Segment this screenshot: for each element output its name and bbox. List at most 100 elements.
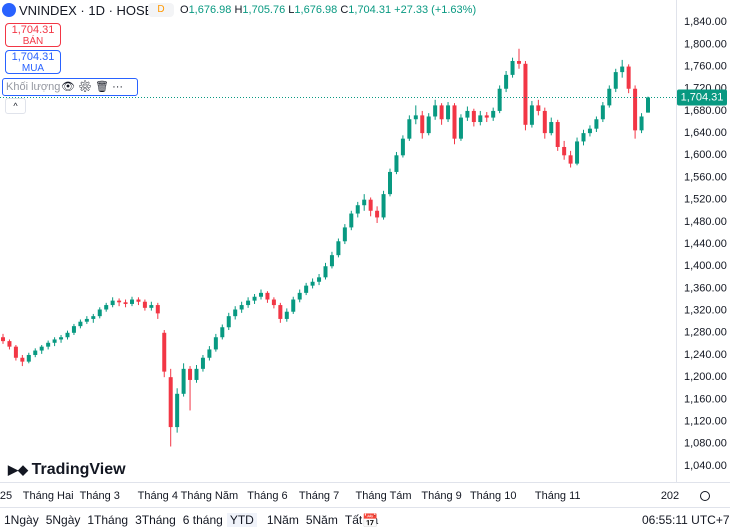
candle-body xyxy=(13,346,18,358)
candle-body xyxy=(181,368,186,394)
candle-body xyxy=(52,339,57,343)
plot xyxy=(0,48,676,447)
candle-body xyxy=(33,350,38,355)
logo: ▶◆ TradingView xyxy=(8,461,126,479)
candle-body xyxy=(65,332,70,338)
candle-body xyxy=(549,122,554,134)
value: 1,676.98 xyxy=(188,4,232,16)
icons[interactable]: 👁 ⚙ 🗑 ··· xyxy=(61,81,124,93)
range-button[interactable]: 5Ngày xyxy=(45,513,81,527)
y-tick-label: 1,080.00 xyxy=(684,438,727,450)
range-button[interactable]: Tất cả xyxy=(344,513,379,527)
candle-body xyxy=(375,210,380,218)
candle-body xyxy=(491,110,496,118)
y-tick-label: 1,160.00 xyxy=(684,393,727,405)
candle-body xyxy=(381,194,386,218)
candle-body xyxy=(562,146,567,156)
candle-body xyxy=(594,119,599,129)
candle-body xyxy=(97,309,102,317)
range-button[interactable]: 3Tháng xyxy=(135,513,176,527)
candle-body xyxy=(39,346,44,351)
range-button[interactable]: 1Tháng xyxy=(87,513,129,527)
candle-body xyxy=(646,97,650,113)
settings-icon[interactable] xyxy=(700,491,710,501)
buy-price: 1,704.31 xyxy=(11,51,55,63)
candle-body xyxy=(252,296,257,301)
candle-body xyxy=(110,300,115,306)
candle-body xyxy=(626,66,631,89)
y-tick-label: 1,760.00 xyxy=(684,60,727,72)
volume-legend[interactable]: Khối lượng 👁 ⚙ 🗑 ··· xyxy=(2,78,138,96)
y-tick-label: 1,680.00 xyxy=(684,105,727,117)
y-tick-label: 1,400.00 xyxy=(684,260,727,272)
collapse-button[interactable]: ^ xyxy=(5,98,26,114)
candle-body xyxy=(304,285,309,293)
candle-body xyxy=(600,105,605,120)
y-tick-label: 1,800.00 xyxy=(684,38,727,50)
range-button[interactable]: 6 tháng xyxy=(182,513,223,527)
candle-body xyxy=(458,117,463,139)
candle-body xyxy=(226,316,231,328)
value: 1,704.31 xyxy=(348,4,392,16)
y-tick-label: 1,120.00 xyxy=(684,415,727,427)
candle-body xyxy=(613,72,618,89)
candle-body xyxy=(355,205,360,214)
y-tick-label: 1,480.00 xyxy=(684,216,727,228)
x-tick-label: Tháng 9 xyxy=(421,490,461,502)
candle-body xyxy=(439,105,444,120)
candle-body xyxy=(639,116,644,131)
y-tick-label: 1,240.00 xyxy=(684,349,727,361)
candle-body xyxy=(136,299,141,302)
candle-body xyxy=(529,105,534,125)
candle-body xyxy=(207,349,212,358)
x-tick-label: Tháng 4 xyxy=(138,490,178,502)
buy-button[interactable]: 1,704.31 MUA xyxy=(5,50,61,74)
candle-body xyxy=(504,74,509,89)
candle-body xyxy=(239,305,244,310)
candle-body xyxy=(317,277,322,282)
range-button[interactable]: 1Năm xyxy=(266,513,299,527)
candle-body xyxy=(194,368,199,380)
date-range-icon[interactable]: 📅 xyxy=(362,513,379,528)
clock: 06:55:11 UTC+7 xyxy=(642,513,730,527)
volume-label: Khối lượng xyxy=(6,81,61,93)
candle-body xyxy=(162,332,167,372)
candle-body xyxy=(517,61,521,64)
candle-body xyxy=(188,368,193,380)
candle-body xyxy=(620,66,625,73)
x-tick-label: Tháng 7 xyxy=(299,490,339,502)
range-button[interactable]: 5Năm xyxy=(305,513,338,527)
range-button[interactable]: 1Ngày xyxy=(4,513,39,527)
y-tick-label: 1,560.00 xyxy=(684,171,727,183)
candle-body xyxy=(46,342,51,347)
candle-body xyxy=(413,115,418,120)
candle-body xyxy=(336,241,341,256)
candle-body xyxy=(175,393,180,428)
candle-body xyxy=(310,281,315,286)
candle-body xyxy=(568,155,573,164)
candle-body xyxy=(291,299,296,312)
candle-body xyxy=(155,305,160,314)
x-tick-label: Tháng Hai xyxy=(23,490,74,502)
range-button[interactable]: YTD xyxy=(226,513,257,527)
candle-body xyxy=(213,337,218,350)
candle-body xyxy=(633,88,638,131)
x-tick-label: Tháng 11 xyxy=(535,490,581,502)
sell-button[interactable]: 1,704.31 BÁN xyxy=(5,23,61,47)
candle-body xyxy=(426,116,431,134)
y-tick-label: 1,200.00 xyxy=(684,371,727,383)
x-tick-label: Tháng Năm xyxy=(181,490,238,502)
candle-body xyxy=(117,300,122,303)
candle-body xyxy=(59,337,64,340)
candle-body xyxy=(284,311,289,319)
symbol[interactable]: VNINDEX · 1D · HOSE xyxy=(19,3,154,18)
candle-body xyxy=(478,115,483,123)
candle-body xyxy=(342,227,347,242)
candle-body xyxy=(420,115,425,134)
candle-body xyxy=(265,292,270,300)
candle-body xyxy=(259,292,263,297)
y-tick-label: 1,280.00 xyxy=(684,327,727,339)
candle-body xyxy=(575,141,580,164)
